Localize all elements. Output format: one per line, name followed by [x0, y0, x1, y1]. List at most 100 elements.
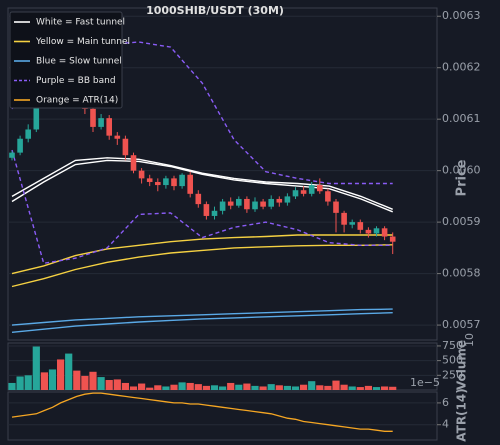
offset-label: 10 [463, 333, 476, 347]
indicator-line [11, 157, 393, 210]
candle-body [300, 190, 307, 194]
candle-body [130, 155, 137, 171]
volume-bar [340, 384, 348, 390]
candle-body [203, 204, 210, 216]
y-axis-label: ATR(14) [455, 388, 469, 441]
candle-body [284, 196, 291, 203]
volume-bar [16, 376, 24, 390]
volume-bar [251, 385, 259, 390]
indicator-line [11, 149, 393, 265]
candle-body [155, 181, 161, 186]
candle-body [268, 198, 274, 207]
volume-bar [57, 359, 65, 390]
candle-body [317, 185, 323, 192]
candle-body [381, 228, 388, 237]
candle-body [179, 174, 185, 187]
candle-body [389, 236, 396, 242]
volume-bar [162, 386, 170, 390]
candle-body [252, 201, 258, 210]
candle-body [219, 201, 226, 211]
candle-body [17, 138, 23, 153]
volume-bar [316, 385, 324, 390]
candle-body [98, 118, 104, 127]
volume-bar [202, 385, 210, 390]
legend: White = Fast tunnel Yellow = Main tunnel B… [9, 11, 130, 109]
indicator-line [11, 41, 393, 185]
volume-bar [48, 369, 57, 390]
volume-bar [194, 384, 202, 390]
candle-body [325, 191, 331, 202]
volume-bar [129, 386, 138, 390]
volume-bar [65, 353, 73, 390]
candle-body [244, 198, 250, 210]
candle-body [276, 198, 283, 203]
candle-body [9, 152, 15, 158]
candle-body [146, 178, 153, 182]
y-tick-label: 0.0062 [442, 61, 481, 74]
volume-bar [235, 384, 243, 390]
atr-frame [7, 391, 438, 441]
candle-body [260, 201, 266, 207]
indicator-line [11, 308, 393, 326]
price-frame [7, 7, 438, 341]
volume-bar [210, 385, 219, 390]
y-tick-label: 0.0061 [442, 112, 481, 125]
volume-bar [73, 370, 81, 390]
volume-bar [97, 377, 105, 390]
volume-bar [243, 383, 251, 390]
y-tick-label: 500 [442, 354, 463, 367]
y-tick-label: 0.0060 [442, 164, 481, 177]
candle-body [211, 210, 218, 216]
y-tick-label: 0.0059 [442, 215, 481, 228]
volume-bar [381, 386, 389, 390]
legend-label: Purple = BB band [36, 76, 116, 86]
volume-bar [24, 375, 32, 390]
volume-bar [356, 387, 364, 390]
candle-body [227, 201, 234, 206]
y-tick-label: 0.0057 [442, 318, 481, 331]
volume-bar [154, 385, 162, 390]
chart-title: 1000SHIB/USDT (30M) [146, 4, 284, 17]
candle-body [373, 228, 380, 234]
volume-bar [364, 385, 372, 390]
y-tick-label: 4 [442, 418, 449, 431]
volume-bar [121, 382, 129, 390]
y-tick-label: 750 [442, 339, 463, 352]
indicator-line [11, 312, 393, 333]
candle-body [171, 178, 177, 187]
legend-label: Yellow = Main tunnel [35, 37, 130, 47]
volume-bar [32, 346, 40, 390]
volume-bar [308, 381, 316, 390]
volume-bar [8, 382, 16, 390]
candle-body [333, 201, 339, 213]
candle-body [341, 212, 347, 225]
volume-bar [81, 375, 89, 390]
legend-label: Blue = Slow tunnel [36, 57, 122, 67]
volume-bar [389, 386, 397, 390]
candle-body [357, 222, 364, 230]
candle-body [138, 170, 145, 179]
candle-body [122, 138, 129, 156]
candle-body [187, 174, 193, 194]
candle-body [25, 129, 31, 139]
indicator-line [11, 159, 393, 213]
volume-bar [372, 387, 381, 390]
legend-label: Orange = ATR(14) [36, 96, 118, 106]
volume-bar [300, 384, 308, 390]
y-axis-label: Price [455, 159, 470, 196]
y-tick-label: 250 [442, 368, 463, 381]
volume-bar [170, 384, 178, 390]
volume-bar [146, 387, 154, 390]
volume-bar [291, 386, 300, 390]
y-tick-label: 0.0063 [442, 9, 481, 22]
legend-label: White = Fast tunnel [36, 18, 125, 28]
candle-body [90, 108, 96, 127]
indicator-line [11, 234, 393, 275]
indicator-line [11, 244, 393, 288]
y-axis-label: Volume [455, 340, 469, 390]
candle-body [308, 185, 315, 194]
offset-label: 1e−5 [410, 376, 440, 389]
y-tick-label: 6 [442, 396, 449, 409]
volume-bar [348, 386, 356, 390]
legend-box [9, 11, 123, 109]
